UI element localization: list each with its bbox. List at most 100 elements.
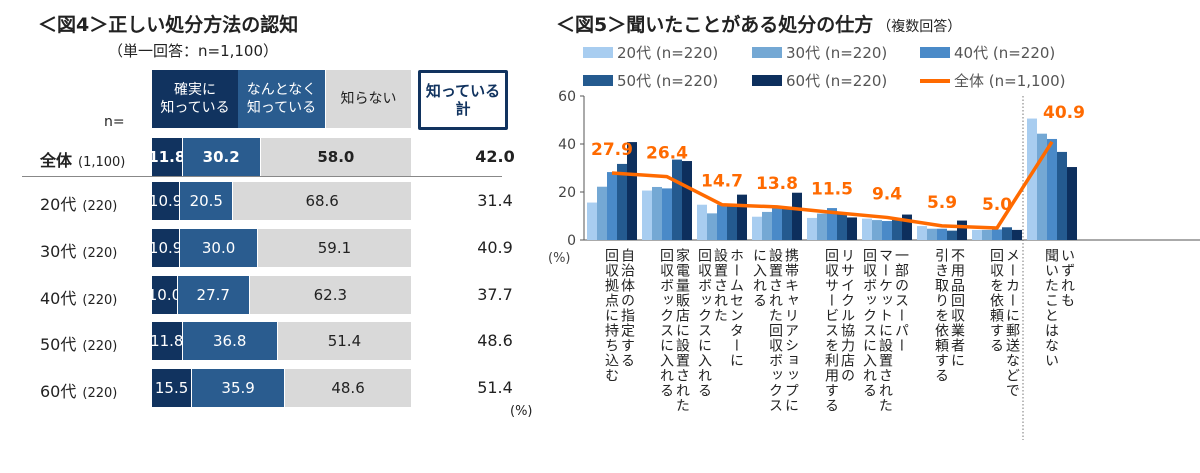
bar-20代 (587, 202, 597, 240)
bar-segment: 30.2 (182, 138, 260, 176)
legend-label: 全体 (n=1,100) (954, 72, 1066, 90)
row-total: 51.4 (477, 378, 513, 397)
bar-segment: 30.0 (180, 229, 257, 267)
header-vague: なんとなく 知っている (238, 70, 325, 128)
legend-item: 40代 (n=220) (920, 42, 1055, 63)
bar-segment: 10.9 (149, 182, 182, 220)
bar-20代 (972, 229, 982, 240)
bar-segment: 10.0 (148, 276, 181, 314)
table-row: 40代 (220) 10.0 27.7 62.3 37.7 (0, 276, 560, 314)
category-label: 自治体の指定する 回収拠点に持ち込む (603, 248, 635, 383)
divider (22, 176, 502, 177)
bar-60代 (627, 142, 637, 240)
row-name: 全体 (40, 151, 73, 170)
row-name: 20代 (40, 195, 77, 214)
bar-60代 (847, 217, 857, 240)
bar-segment: 11.8 (150, 322, 183, 360)
bar-40代 (772, 207, 782, 240)
legend-swatch (583, 47, 613, 58)
bar-segment: 10.9 (149, 229, 182, 267)
bar-50代 (1057, 151, 1067, 240)
bar-segment: 27.7 (177, 276, 249, 314)
legend-label: 40代 (n=220) (954, 44, 1056, 62)
bar-segment: 59.1 (257, 229, 411, 267)
data-label: 26.4 (646, 144, 688, 164)
bar-segment: 36.8 (182, 322, 277, 360)
total-line (611, 140, 1054, 230)
table-row: 20代 (220) 10.9 20.5 68.6 31.4 (0, 182, 560, 220)
category-label: ホームセンターに 設置された 回収ボックスに入れる (696, 248, 744, 398)
data-label: 13.8 (756, 174, 798, 194)
y-tick-label: 0 (567, 233, 576, 249)
row-name: 30代 (40, 242, 77, 261)
data-label: 14.7 (701, 172, 743, 192)
bar-60代 (737, 194, 747, 240)
fig5-title-text: ＜図5＞聞いたことがある処分の仕方 (556, 14, 874, 36)
bar-50代 (672, 159, 682, 240)
legend-swatch (920, 47, 950, 58)
row-label: 40代 (220) (40, 285, 117, 309)
fig4-title: ＜図4＞正しい処分方法の認知 (38, 14, 299, 36)
bar-60代 (902, 214, 912, 240)
bar-50代 (837, 213, 847, 240)
fig5-subtitle: （複数回答） (877, 19, 962, 35)
bar-segment: 68.6 (233, 182, 411, 220)
y-tick-label: 40 (558, 137, 576, 153)
legend-swatch (920, 78, 950, 83)
y-unit: (%) (548, 251, 571, 266)
legend-swatch (583, 75, 613, 86)
row-total: 40.9 (477, 238, 513, 257)
category-label: 不用品回収業者に 引き取りを依頼する (933, 248, 965, 383)
n-label: n= (104, 114, 125, 130)
category-label: いずれも 聞いたことはない (1043, 248, 1075, 368)
bar-30代 (982, 229, 992, 240)
legend-label: 20代 (n=220) (617, 44, 719, 62)
header-total: 知っている 計 (418, 70, 508, 130)
bar-40代 (607, 172, 617, 240)
category-label: メーカーに郵送などで 回収を依頼する (988, 248, 1020, 398)
bar-30代 (707, 213, 717, 240)
legend-label: 50代 (n=220) (617, 72, 719, 90)
bar-60代 (682, 161, 692, 240)
bar-50代 (892, 219, 902, 240)
table-row: 60代 (220) 15.5 35.9 48.6 51.4 (0, 369, 560, 407)
bar-30代 (817, 213, 827, 240)
category-label: リサイクル協力店の 回収サービスを利用する (823, 248, 855, 413)
y-tick-label: 60 (558, 89, 576, 105)
bar-60代 (1012, 229, 1022, 240)
category-label: 家電量販店に設置された 回収ボックスに入れる (658, 248, 690, 413)
bar-40代 (937, 228, 947, 240)
bar-20代 (807, 217, 817, 240)
row-n: (1,100) (78, 155, 126, 170)
bar-30代 (652, 186, 662, 240)
data-label: 27.9 (591, 140, 633, 160)
bar-50代 (617, 163, 627, 240)
bar-segment: 51.4 (277, 322, 411, 360)
legend-label: 60代 (n=220) (786, 72, 888, 90)
data-label: 11.5 (811, 179, 853, 199)
fig5-title: ＜図5＞聞いたことがある処分の仕方 （複数回答） (556, 10, 961, 37)
row-n: (220) (82, 339, 118, 354)
bar-40代 (662, 188, 672, 240)
bar-segment: 11.8 (148, 138, 185, 176)
header-certain: 確実に 知っている (152, 70, 238, 128)
row-total: 42.0 (475, 147, 515, 166)
table-row: 30代 (220) 10.9 30.0 59.1 40.9 (0, 229, 560, 267)
bar-segment: 20.5 (180, 182, 233, 220)
bar-40代 (992, 229, 1002, 240)
bar-40代 (882, 221, 892, 240)
bar-segment: 62.3 (249, 276, 411, 314)
row-label: 60代 (220) (40, 378, 117, 402)
row-total: 48.6 (477, 331, 513, 350)
row-name: 50代 (40, 335, 77, 354)
fig4-unit: (%) (510, 404, 533, 419)
row-n: (220) (82, 199, 118, 214)
category-label: 携帯キャリアショップに 設置された回収ボックス に入れる (751, 248, 799, 413)
bar-segment: 15.5 (152, 369, 192, 407)
bar-20代 (1027, 118, 1037, 240)
data-label: 5.0 (982, 195, 1012, 215)
row-label: 全体 (1,100) (40, 147, 125, 171)
row-total: 31.4 (477, 191, 513, 210)
bar-20代 (697, 204, 707, 240)
